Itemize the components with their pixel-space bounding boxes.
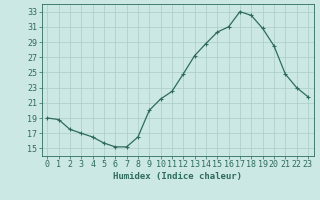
X-axis label: Humidex (Indice chaleur): Humidex (Indice chaleur) xyxy=(113,172,242,181)
